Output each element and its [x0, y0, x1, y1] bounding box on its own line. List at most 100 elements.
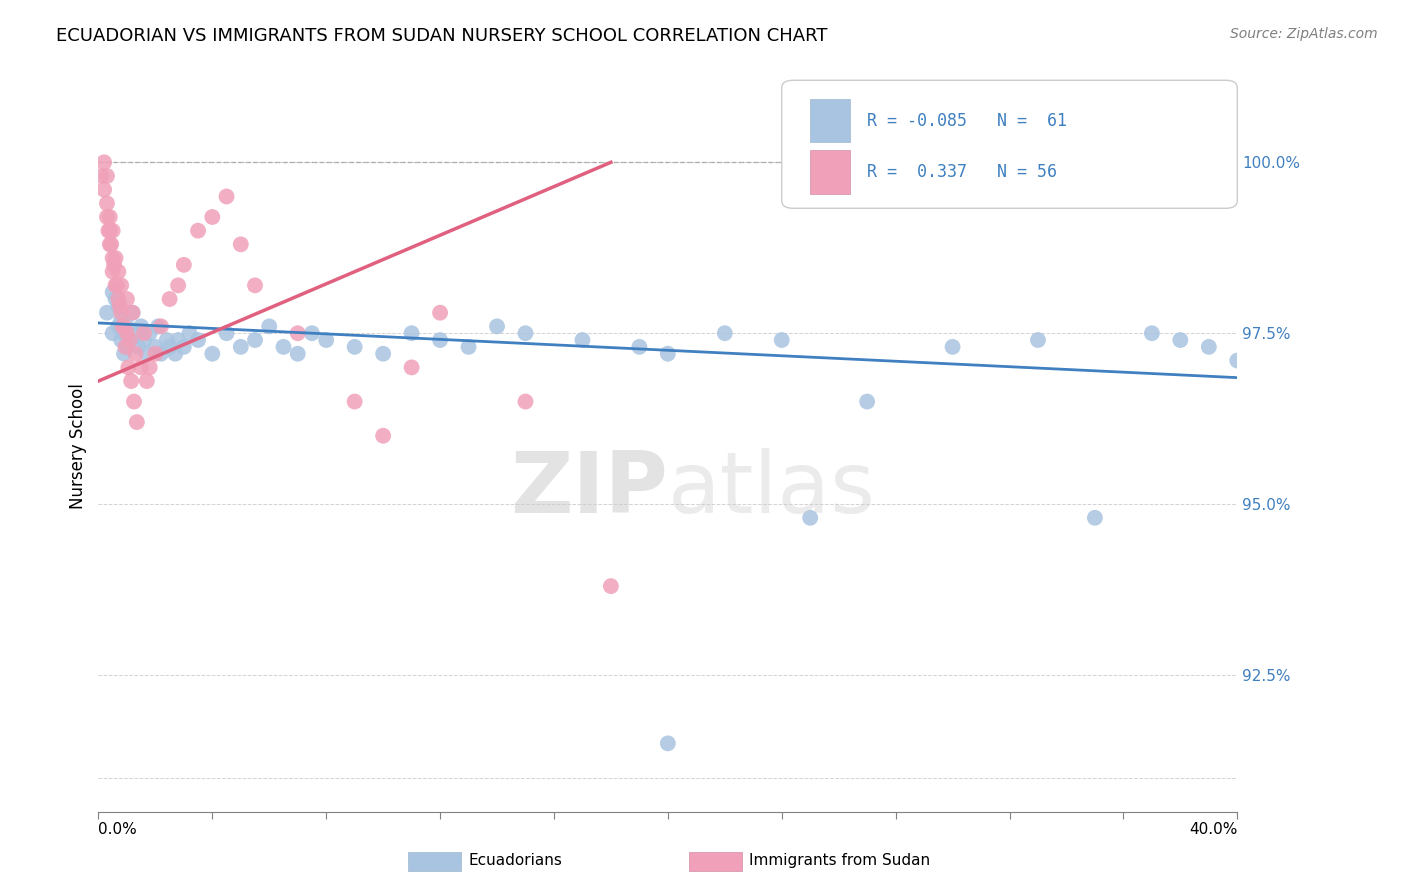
Point — [104, 292, 127, 306]
Point — [125, 415, 148, 429]
Point — [101, 265, 124, 279]
Point — [942, 340, 965, 354]
Point — [229, 237, 252, 252]
Point — [799, 510, 821, 524]
Point — [150, 347, 173, 361]
Point — [273, 340, 295, 354]
Point — [104, 278, 127, 293]
Point — [93, 183, 115, 197]
Point — [159, 292, 181, 306]
Point — [107, 299, 129, 313]
Point — [1226, 353, 1249, 368]
Point — [301, 326, 323, 341]
Point — [117, 360, 139, 375]
Point — [115, 292, 138, 306]
Text: ZIP: ZIP — [510, 449, 668, 532]
Point — [167, 278, 190, 293]
Point — [122, 394, 145, 409]
Point — [457, 340, 479, 354]
Bar — [810, 99, 851, 143]
Point — [401, 360, 423, 375]
Point — [145, 340, 167, 354]
Point — [165, 347, 187, 361]
Point — [96, 210, 118, 224]
Point — [107, 319, 129, 334]
Point — [371, 429, 394, 443]
Point — [1170, 333, 1192, 347]
Point — [173, 340, 195, 354]
Point — [101, 326, 124, 341]
Text: atlas: atlas — [668, 449, 876, 532]
Point — [115, 326, 138, 341]
Point — [173, 258, 195, 272]
Point — [98, 237, 121, 252]
Point — [571, 333, 593, 347]
Point — [187, 224, 209, 238]
Point — [114, 340, 136, 354]
Point — [96, 306, 118, 320]
Text: R = -0.085   N =  61: R = -0.085 N = 61 — [868, 112, 1067, 129]
Point — [112, 319, 135, 334]
Point — [101, 285, 124, 300]
Point — [156, 333, 179, 347]
Text: Ecuadorians: Ecuadorians — [468, 854, 562, 868]
Point — [98, 224, 121, 238]
Point — [124, 347, 146, 361]
Point — [124, 326, 146, 341]
Text: 0.0%: 0.0% — [98, 822, 138, 837]
Point — [129, 319, 152, 334]
Point — [343, 340, 366, 354]
Point — [343, 394, 366, 409]
Point — [115, 319, 138, 334]
Point — [112, 326, 135, 341]
Point — [129, 360, 152, 375]
Point — [628, 340, 651, 354]
Point — [215, 326, 238, 341]
Point — [132, 326, 155, 341]
Point — [118, 333, 141, 347]
Point — [107, 292, 129, 306]
Point — [145, 347, 167, 361]
Point — [1140, 326, 1163, 341]
Point — [167, 333, 190, 347]
Point — [100, 237, 122, 252]
Point — [179, 326, 201, 341]
Point — [770, 333, 793, 347]
Point — [105, 278, 128, 293]
Point — [856, 394, 879, 409]
Point — [98, 210, 121, 224]
Point — [90, 169, 112, 183]
Point — [97, 224, 120, 238]
FancyBboxPatch shape — [782, 80, 1237, 209]
Point — [215, 189, 238, 203]
Point — [110, 312, 132, 326]
Point — [287, 347, 309, 361]
Text: Source: ZipAtlas.com: Source: ZipAtlas.com — [1230, 27, 1378, 41]
Text: Immigrants from Sudan: Immigrants from Sudan — [749, 854, 931, 868]
Point — [132, 333, 155, 347]
Point — [108, 299, 131, 313]
Point — [429, 333, 451, 347]
Point — [121, 306, 143, 320]
Point — [104, 251, 127, 265]
Bar — [810, 150, 851, 194]
Text: 40.0%: 40.0% — [1189, 822, 1237, 837]
Point — [201, 347, 224, 361]
Y-axis label: Nursery School: Nursery School — [69, 383, 87, 509]
Point — [115, 340, 138, 354]
Point — [111, 319, 134, 334]
Point — [150, 319, 173, 334]
Point — [515, 326, 537, 341]
Point — [714, 326, 737, 341]
Point — [1198, 340, 1220, 354]
Point — [120, 374, 142, 388]
Point — [515, 394, 537, 409]
Point — [118, 333, 141, 347]
Point — [93, 155, 115, 169]
Point — [101, 251, 124, 265]
Point — [657, 736, 679, 750]
Text: R =  0.337   N = 56: R = 0.337 N = 56 — [868, 162, 1057, 181]
Point — [243, 278, 266, 293]
Text: ECUADORIAN VS IMMIGRANTS FROM SUDAN NURSERY SCHOOL CORRELATION CHART: ECUADORIAN VS IMMIGRANTS FROM SUDAN NURS… — [56, 27, 828, 45]
Point — [121, 306, 143, 320]
